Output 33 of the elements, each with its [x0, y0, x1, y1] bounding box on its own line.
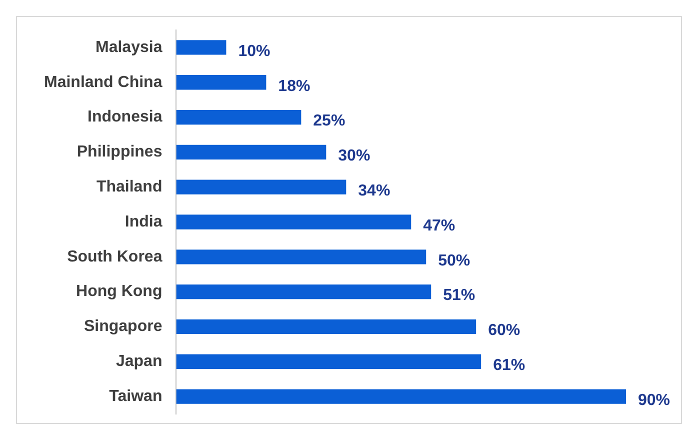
y-tick-label: Taiwan [109, 388, 162, 405]
y-tick-label: Singapore [84, 318, 162, 336]
y-tick-label: Indonesia [88, 108, 162, 126]
data-label: 50% [438, 252, 470, 270]
bar [176, 180, 346, 194]
bar [176, 40, 226, 55]
data-label: 34% [358, 182, 390, 200]
data-label: 61% [493, 357, 526, 374]
y-tick-label: Thailand [96, 178, 162, 196]
data-label: 25% [313, 112, 346, 130]
bar [176, 319, 476, 334]
data-label: 18% [278, 78, 310, 95]
bar [176, 389, 626, 404]
data-label: 90% [638, 392, 670, 409]
y-tick-label: India [124, 213, 162, 230]
bar [176, 110, 302, 125]
bar [176, 250, 426, 264]
y-tick-label: South Korea [67, 248, 162, 266]
y-tick-label: Hong Kong [76, 283, 162, 300]
data-label: 30% [338, 148, 370, 165]
bar [176, 75, 266, 90]
y-tick-label: Malaysia [96, 38, 162, 56]
y-tick-label: Japan [116, 353, 162, 370]
bar [176, 214, 412, 230]
data-label: 51% [443, 287, 476, 304]
bar [176, 144, 326, 160]
data-label: 10% [238, 42, 270, 60]
data-label: 60% [488, 322, 520, 340]
bar [176, 284, 432, 300]
y-tick-label: Mainland China [44, 74, 162, 91]
data-label: 47% [423, 217, 456, 234]
y-tick-label: Philippines [76, 144, 162, 161]
bar [176, 354, 482, 369]
